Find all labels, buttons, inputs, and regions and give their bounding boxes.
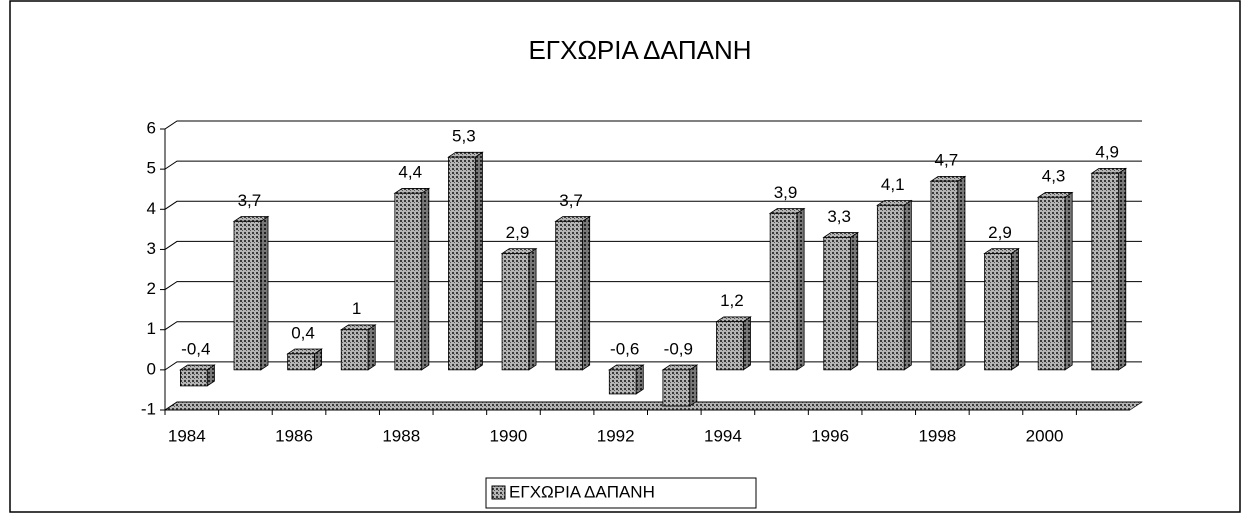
bar: [876, 204, 905, 371]
data-label: 2,9: [988, 223, 1012, 242]
bar-side: [1010, 247, 1019, 371]
chart-frame: [9, 0, 1241, 513]
bar-side: [1064, 191, 1073, 371]
data-label: 4,9: [1095, 143, 1119, 162]
legend: ΕΓΧΩΡΙΑ ΔΑΠΑΝΗ: [485, 477, 757, 509]
bar: [287, 353, 315, 371]
data-label: 3,7: [238, 191, 262, 210]
bar: [394, 192, 423, 371]
data-label: 3,9: [774, 183, 798, 202]
grid-line: [164, 361, 1142, 371]
bar-side: [957, 175, 966, 371]
y-tick-label: 6: [147, 118, 156, 137]
grid-line: [164, 120, 1142, 130]
y-tick-label: -1: [141, 399, 156, 418]
bar: [984, 253, 1012, 371]
data-label: 2,9: [506, 223, 530, 242]
bar: [1091, 172, 1119, 371]
bar: [233, 220, 262, 371]
y-tick-label: 3: [147, 239, 156, 258]
x-tick-label: 1994: [704, 426, 742, 445]
bar: [608, 369, 637, 395]
floor: [164, 401, 1143, 411]
bar-side: [796, 207, 805, 371]
data-label: 5,3: [452, 127, 476, 146]
bar: [1037, 196, 1066, 371]
data-label: 4,7: [935, 151, 959, 170]
bar: [555, 220, 583, 371]
data-label: -0,4: [181, 339, 210, 358]
data-label: 4,1: [881, 175, 905, 194]
data-label: -0,9: [664, 339, 693, 358]
legend-box: [485, 477, 757, 509]
bar-side: [421, 187, 430, 371]
data-label: 1,2: [720, 291, 744, 310]
data-label: -0,6: [610, 339, 639, 358]
data-label: 0,4: [291, 323, 315, 342]
bar: [716, 321, 744, 371]
bar-side: [850, 231, 859, 371]
bar-side: [260, 215, 269, 371]
x-tick-label: 1992: [597, 426, 635, 445]
bar-side: [528, 247, 537, 371]
bar: [448, 156, 476, 371]
bar-side: [474, 151, 483, 371]
bar: [501, 253, 530, 371]
bar-side: [689, 364, 698, 407]
grid-line: [164, 240, 1142, 250]
x-tick-label: 1998: [918, 426, 956, 445]
grid-line: [164, 401, 1142, 411]
bar: [340, 329, 369, 371]
y-tick-label: 1: [147, 319, 156, 338]
bar: [823, 236, 851, 371]
bar: [662, 369, 691, 407]
bar: [180, 369, 208, 387]
grid-line: [164, 160, 1142, 170]
chart-title: ΕΓΧΩΡΙΑ ΔΑΠΑΝΗ: [528, 35, 751, 65]
x-tick-label: 1986: [275, 426, 313, 445]
y-tick-label: 0: [147, 359, 156, 378]
y-tick-label: 2: [147, 279, 156, 298]
grid-line: [164, 200, 1142, 210]
data-label: 1: [352, 299, 361, 318]
y-tick-label: 5: [147, 159, 156, 178]
data-label: 4,4: [398, 163, 422, 182]
data-label: 4,3: [1042, 167, 1066, 186]
x-tick-label: 1984: [168, 426, 206, 445]
legend-label: ΕΓΧΩΡΙΑ ΔΑΠΑΝΗ: [509, 482, 655, 501]
grid-line: [164, 281, 1142, 290]
bar: [769, 212, 798, 371]
bar-side: [742, 316, 751, 371]
data-label: 3,3: [827, 207, 851, 226]
bar-side: [1118, 167, 1127, 371]
grid-line: [164, 321, 1142, 331]
x-tick-label: 1996: [811, 426, 849, 445]
data-label: 3,7: [559, 191, 583, 210]
x-tick-label: 1990: [490, 426, 528, 445]
x-tick-label: 1988: [382, 426, 420, 445]
y-tick-label: 4: [147, 199, 156, 218]
bar: [930, 180, 959, 371]
legend-swatch: [491, 485, 506, 500]
x-tick-label: 2000: [1026, 426, 1064, 445]
bar-side: [903, 199, 912, 371]
bar-side: [582, 215, 591, 371]
bar-side: [367, 324, 376, 371]
